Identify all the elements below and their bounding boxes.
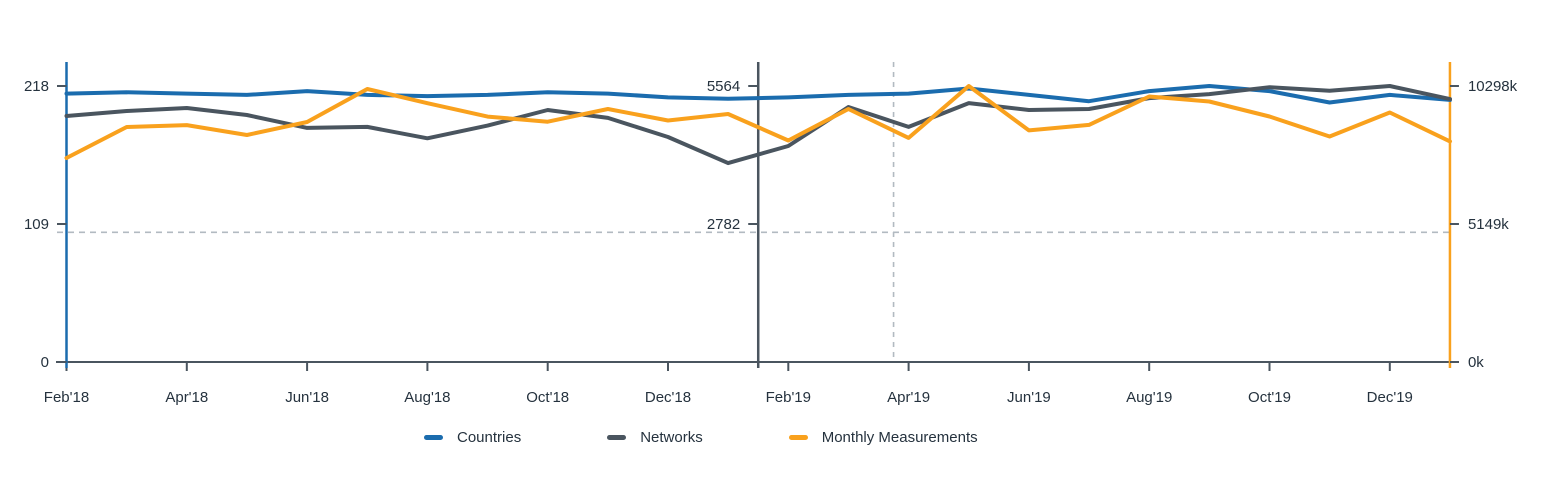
series-line-monthly-measurements[interactable] bbox=[64, 84, 1452, 160]
series-line-countries[interactable] bbox=[64, 84, 1452, 105]
x-tick-label: Oct'18 bbox=[526, 389, 569, 406]
x-tick-label: Jun'18 bbox=[285, 389, 329, 406]
right-axis-tick-label: 5149k bbox=[1468, 216, 1509, 233]
x-tick-label: Feb'19 bbox=[766, 389, 811, 406]
x-tick-label: Dec'18 bbox=[645, 389, 691, 406]
legend-label: Networks bbox=[640, 429, 703, 446]
legend-item-countries[interactable]: Countries bbox=[424, 429, 521, 446]
measurements-legend-swatch-icon bbox=[788, 435, 808, 440]
x-tick-label: Dec'19 bbox=[1367, 389, 1413, 406]
x-tick-label: Jun'19 bbox=[1007, 389, 1051, 406]
x-tick-label: Apr'19 bbox=[887, 389, 930, 406]
legend-label: Monthly Measurements bbox=[821, 429, 978, 446]
legend-item-networks[interactable]: Networks bbox=[607, 429, 703, 446]
middle-axis-tick-label: 2782 bbox=[707, 216, 740, 233]
legend-label: Countries bbox=[457, 429, 522, 446]
left-axis-tick-label: 109 bbox=[24, 216, 49, 233]
left-axis-tick-label: 0 bbox=[41, 354, 49, 371]
legend: Countries Networks Monthly Measurements bbox=[424, 429, 978, 446]
middle-axis-tick-label: 5564 bbox=[707, 78, 740, 95]
right-axis-tick-label: 0k bbox=[1468, 354, 1484, 371]
x-tick-label: Aug'19 bbox=[1126, 389, 1172, 406]
x-tick-label: Aug'18 bbox=[404, 389, 450, 406]
networks-legend-swatch-icon bbox=[607, 435, 627, 440]
left-axis-tick-label: 218 bbox=[24, 78, 49, 95]
x-tick-label: Feb'18 bbox=[44, 389, 89, 406]
countries-legend-swatch-icon bbox=[424, 435, 443, 440]
x-tick-label: Oct'19 bbox=[1248, 389, 1291, 406]
legend-item-measurements[interactable]: Monthly Measurements bbox=[788, 429, 978, 446]
x-tick-label: Apr'18 bbox=[165, 389, 208, 406]
right-axis-tick-label: 10298k bbox=[1468, 78, 1518, 95]
